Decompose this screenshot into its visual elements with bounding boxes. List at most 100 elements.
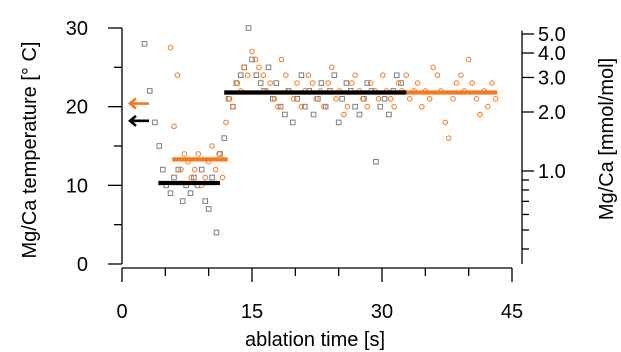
data-point-orange-circle	[249, 48, 255, 55]
data-point-orange-circle	[395, 80, 402, 86]
data-point-orange-circle	[209, 143, 215, 149]
data-point-gray-square	[156, 143, 163, 149]
y-left-tick-label: 0	[77, 254, 88, 276]
data-point-gray-square	[245, 25, 252, 31]
data-point-orange-circle	[426, 96, 433, 102]
data-point-orange-circle	[352, 72, 358, 78]
data-point-gray-square	[318, 80, 325, 86]
data-point-orange-circle	[174, 72, 181, 78]
data-point-orange-circle	[267, 80, 274, 86]
x-tick-label: 15	[241, 301, 263, 323]
data-point-orange-circle	[178, 166, 184, 173]
data-point-orange-circle	[216, 151, 222, 157]
data-point-orange-circle	[244, 72, 251, 78]
data-point-orange-circle	[171, 123, 177, 130]
data-point-gray-square	[393, 72, 400, 79]
y-right-tick-label: 5.0	[538, 24, 566, 46]
data-point-orange-circle	[241, 64, 247, 71]
data-point-gray-square	[331, 72, 338, 79]
data-point-gray-square	[315, 96, 321, 102]
data-point-gray-square	[257, 80, 264, 86]
data-point-orange-circle	[492, 96, 499, 102]
data-point-orange-circle	[305, 72, 312, 78]
data-point-orange-circle	[219, 174, 226, 181]
data-point-orange-circle	[453, 80, 460, 86]
data-point-gray-square	[398, 80, 404, 86]
data-point-gray-square	[141, 40, 148, 47]
x-tick-label: 45	[501, 301, 523, 323]
data-point-gray-square	[310, 111, 317, 118]
data-point-orange-circle	[380, 72, 386, 78]
y-right-tick-label: 1.0	[538, 161, 566, 183]
data-point-gray-square	[152, 119, 158, 126]
data-point-gray-square	[352, 103, 358, 110]
data-point-gray-square	[209, 174, 215, 181]
x-axis-label: ablation time [s]	[245, 329, 385, 351]
data-point-orange-circle	[473, 96, 480, 102]
data-point-orange-circle	[313, 96, 319, 102]
data-point-orange-circle	[348, 80, 355, 86]
y-left-tick-label: 10	[66, 175, 88, 197]
data-point-orange-circle	[226, 96, 233, 102]
data-point-orange-circle	[364, 103, 371, 110]
y-right-tick-label: 4.0	[538, 43, 566, 65]
data-point-orange-circle	[344, 103, 351, 110]
data-point-gray-square	[289, 119, 296, 126]
data-point-orange-circle	[458, 72, 464, 78]
data-point-orange-circle	[223, 119, 229, 126]
data-point-gray-square	[253, 72, 260, 79]
axes-layer	[108, 27, 534, 282]
data-point-orange-circle	[430, 64, 436, 71]
y-axis-label-right: Mg/Ca [mmol/mol]	[596, 58, 618, 220]
data-point-gray-square	[187, 190, 194, 196]
data-point-orange-circle	[450, 96, 456, 102]
data-point-gray-square	[179, 198, 186, 204]
data-point-orange-circle	[321, 103, 327, 110]
tick-labels-layer: 0 15 30 45 0 10 20 30 1.0 2.0 3.04.05.0	[66, 18, 566, 323]
data-point-gray-square	[221, 135, 228, 141]
plot-data-layer	[127, 25, 499, 236]
data-point-orange-circle	[234, 80, 241, 86]
data-point-orange-circle	[391, 103, 397, 110]
data-point-gray-square	[171, 174, 177, 181]
data-point-gray-square	[386, 111, 392, 118]
data-point-gray-square	[237, 72, 244, 79]
data-point-orange-circle	[278, 56, 285, 63]
data-point-orange-circle	[230, 103, 236, 110]
data-point-orange-circle	[298, 103, 305, 110]
data-point-orange-circle	[465, 56, 472, 63]
data-point-orange-circle	[333, 96, 339, 102]
data-point-orange-circle	[195, 151, 202, 157]
data-point-gray-square	[175, 166, 182, 173]
data-point-orange-circle	[341, 111, 347, 118]
y-axis-label-left: Mg/Ca temperature [° C]	[19, 42, 41, 259]
data-point-orange-circle	[406, 96, 413, 102]
data-point-gray-square	[282, 111, 288, 118]
data-point-orange-circle	[290, 96, 297, 102]
arrow-orange-head	[127, 97, 137, 110]
y-left-tick-label: 30	[66, 18, 88, 40]
data-point-gray-square	[373, 158, 379, 165]
data-point-orange-circle	[360, 96, 366, 102]
y-right-tick-label: 2.0	[538, 102, 566, 124]
data-point-gray-square	[339, 96, 345, 102]
data-point-gray-square	[364, 80, 371, 86]
data-point-gray-square	[343, 80, 350, 86]
data-point-gray-square	[146, 88, 153, 94]
data-point-orange-circle	[442, 119, 449, 126]
data-point-gray-square	[198, 166, 205, 173]
data-point-orange-circle	[309, 80, 316, 86]
data-point-orange-circle	[325, 80, 332, 86]
data-point-orange-circle	[283, 72, 289, 78]
data-point-orange-circle	[252, 56, 259, 63]
data-point-orange-circle	[256, 64, 262, 71]
data-point-orange-circle	[484, 103, 491, 110]
data-point-orange-circle	[181, 151, 188, 157]
data-point-gray-square	[273, 80, 280, 86]
x-tick-label: 0	[116, 301, 127, 323]
data-point-gray-square	[202, 198, 208, 204]
data-point-orange-circle	[188, 174, 195, 181]
data-point-orange-circle	[419, 103, 425, 110]
y-right-tick-label: 3.0	[538, 67, 566, 89]
data-point-gray-square	[335, 119, 342, 126]
